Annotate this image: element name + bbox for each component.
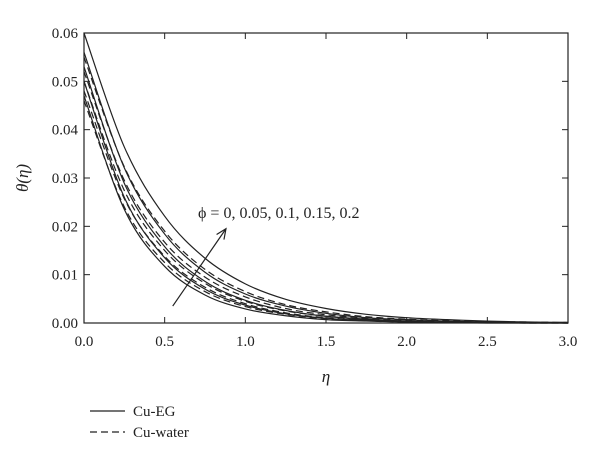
x-tick-label: 0.5 xyxy=(155,334,174,350)
parameter-arrow xyxy=(172,227,227,307)
x-tick-label: 2.5 xyxy=(478,334,497,350)
legend: Cu-EG Cu-water xyxy=(90,404,189,441)
y-tick-label: 0.04 xyxy=(52,123,79,139)
arrow-shaft xyxy=(172,228,227,307)
series-line-cu-eg-1 xyxy=(83,52,569,324)
x-tick-label: 2.0 xyxy=(397,334,416,350)
legend-label-cu-eg: Cu-EG xyxy=(133,404,176,420)
series-line-cu-water-9 xyxy=(83,100,569,324)
y-tick-label: 0.03 xyxy=(52,171,78,187)
y-tick-label: 0.06 xyxy=(52,26,79,42)
series-line-cu-eg-0 xyxy=(83,32,569,324)
series-line-cu-eg-2 xyxy=(83,66,569,324)
x-tick-label: 0.0 xyxy=(75,334,94,350)
x-tick-label: 3.0 xyxy=(559,334,578,350)
plot-frame xyxy=(83,32,569,324)
y-tick-label: 0.05 xyxy=(52,74,78,90)
y-tick-label: 0.01 xyxy=(52,268,78,284)
series-line-cu-water-6 xyxy=(83,71,569,324)
axis-ticks: 0.0 0.5 1.0 1.5 2.0 2.5 3.0 0.00 0.01 0.02 0.03 0.0… xyxy=(52,26,578,350)
y-axis-label: θ(η) xyxy=(13,164,32,192)
series-lines xyxy=(83,32,569,324)
x-axis-label: η xyxy=(322,367,330,386)
x-tick-label: 1.5 xyxy=(317,334,336,350)
x-tick-label: 1.0 xyxy=(236,334,255,350)
phi-annotation: ϕ = 0, 0.05, 0.1, 0.15, 0.2 xyxy=(198,205,359,222)
legend-label-cu-water: Cu-water xyxy=(133,425,189,441)
y-tick-label: 0.02 xyxy=(52,219,78,235)
series-line-cu-water-5 xyxy=(83,56,569,324)
arrow-head xyxy=(216,227,227,240)
series-line-cu-water-7 xyxy=(83,81,569,324)
y-tick-label: 0.00 xyxy=(52,316,78,332)
series-line-cu-eg-3 xyxy=(83,81,569,324)
